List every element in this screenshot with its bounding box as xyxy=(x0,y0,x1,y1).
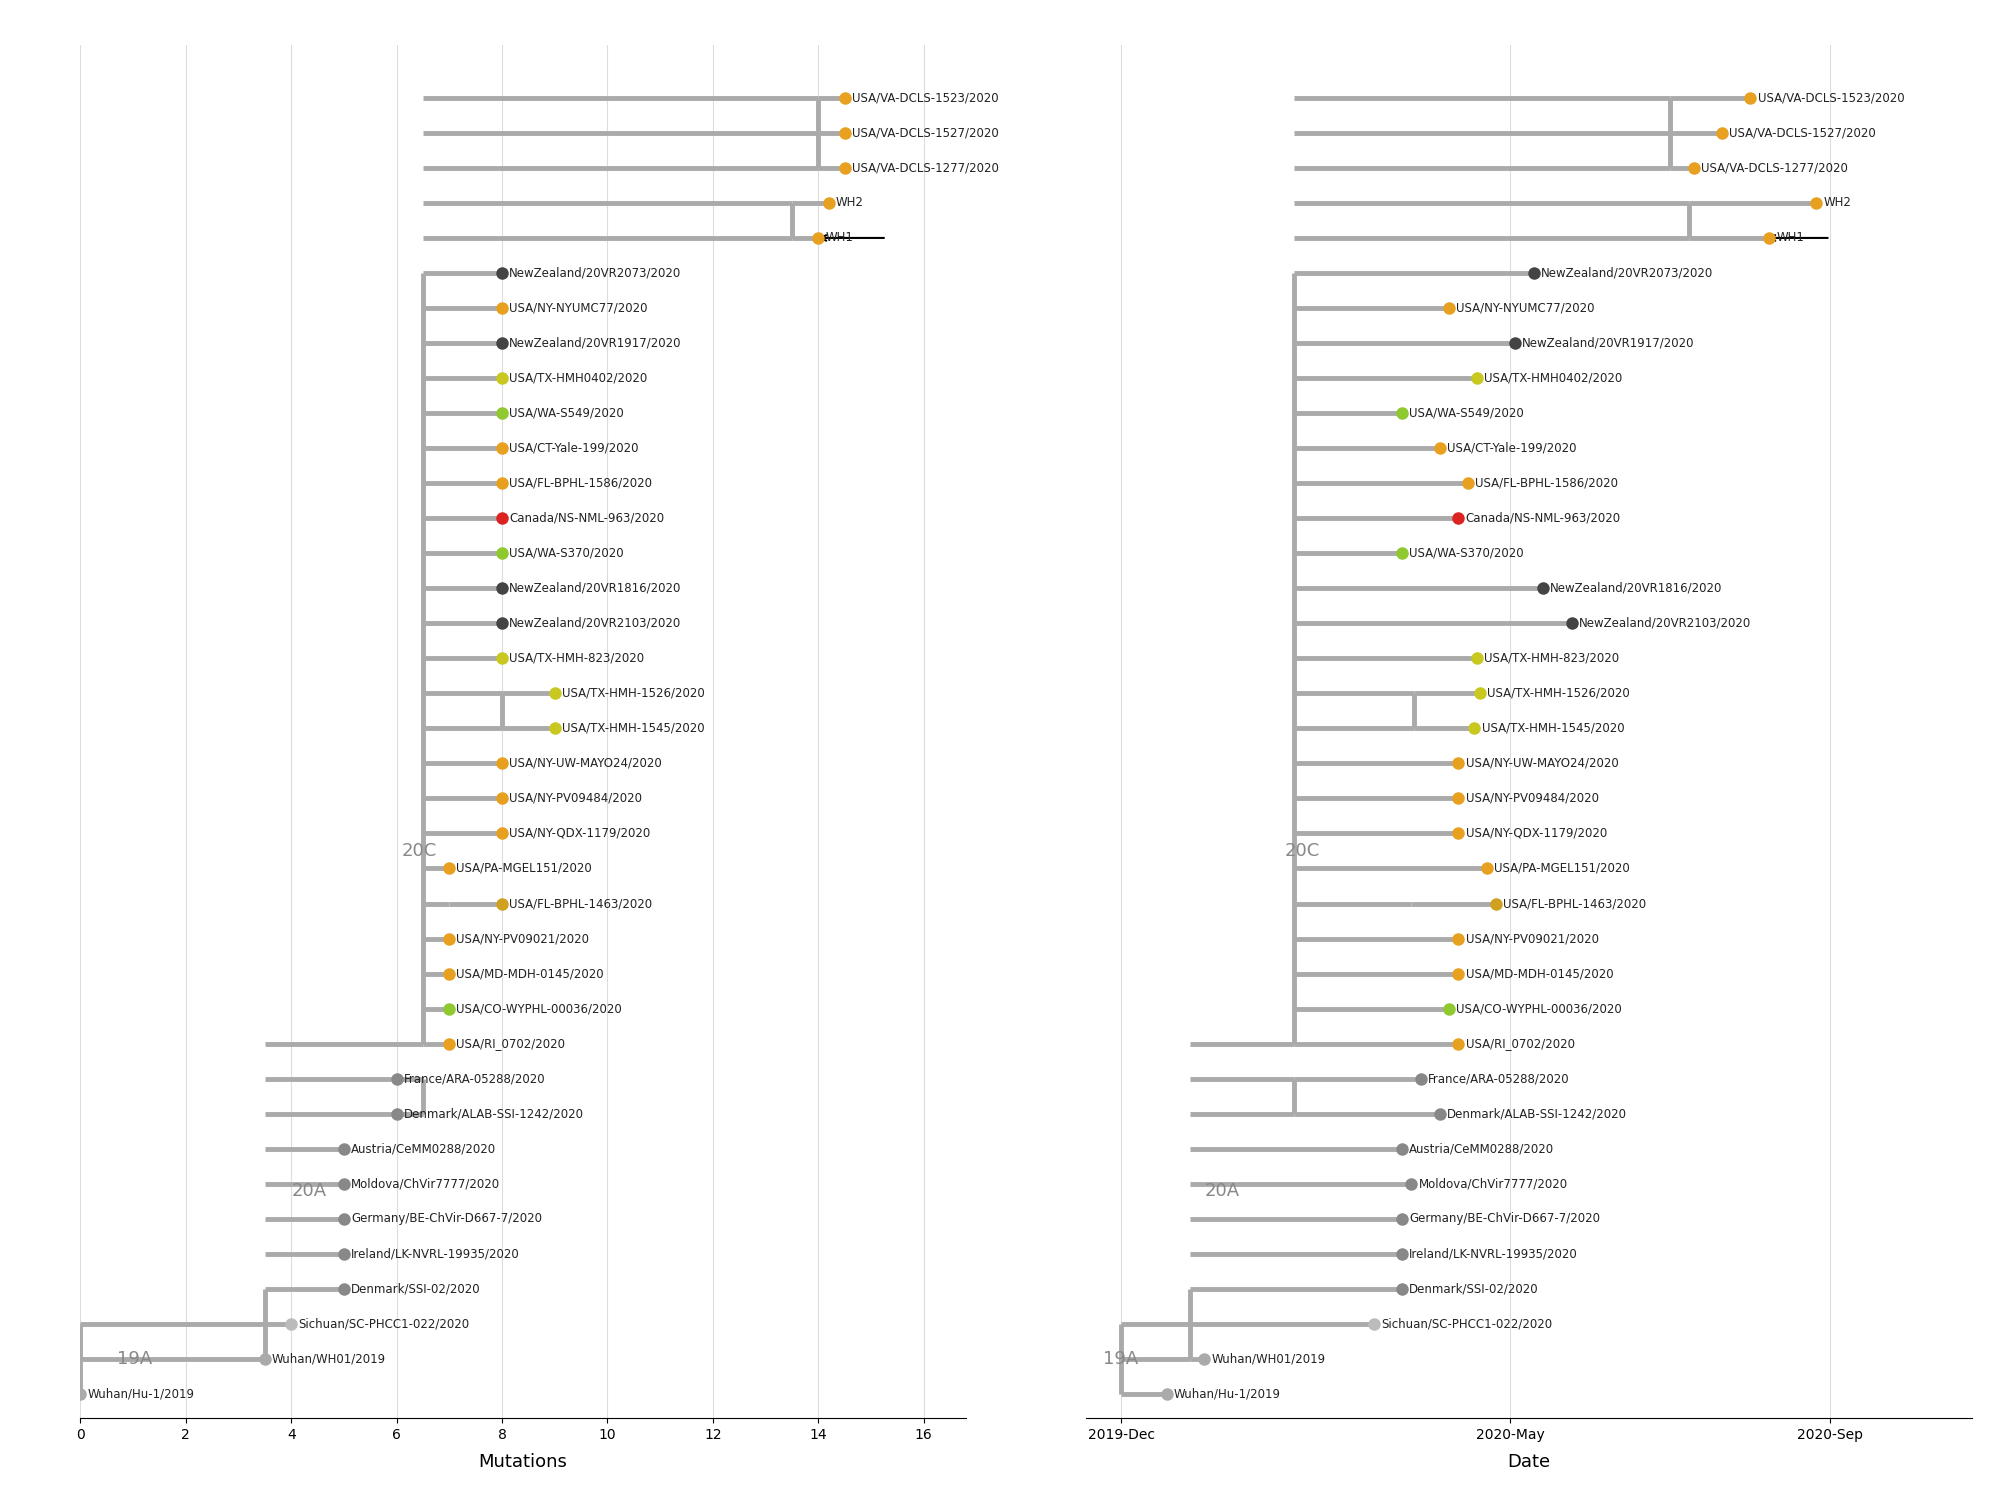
Text: Sichuan/SC-PHCC1-022/2020: Sichuan/SC-PHCC1-022/2020 xyxy=(298,1317,469,1331)
Text: Germany/BE-ChVir-D667-7/2020: Germany/BE-ChVir-D667-7/2020 xyxy=(350,1212,541,1225)
Text: USA/PA-MGEL151/2020: USA/PA-MGEL151/2020 xyxy=(457,862,592,875)
Text: Wuhan/WH01/2019: Wuhan/WH01/2019 xyxy=(1211,1352,1326,1366)
Text: 20C: 20C xyxy=(402,842,437,860)
Text: USA/WA-S549/2020: USA/WA-S549/2020 xyxy=(1408,406,1523,420)
Text: USA/MD-MDH-0145/2020: USA/MD-MDH-0145/2020 xyxy=(457,967,604,979)
X-axis label: Mutations: Mutations xyxy=(479,1453,567,1471)
Text: NewZealand/20VR1917/2020: NewZealand/20VR1917/2020 xyxy=(1521,337,1694,350)
Text: USA/NY-NYUMC77/2020: USA/NY-NYUMC77/2020 xyxy=(509,302,648,314)
Text: USA/FL-BPHL-1463/2020: USA/FL-BPHL-1463/2020 xyxy=(1503,896,1646,910)
Text: Denmark/SSI-02/2020: Denmark/SSI-02/2020 xyxy=(350,1283,481,1295)
Text: USA/NY-PV09021/2020: USA/NY-PV09021/2020 xyxy=(457,933,590,945)
Text: WH1: WH1 xyxy=(825,231,853,244)
Text: WH1: WH1 xyxy=(1777,231,1805,244)
Text: USA/WA-S370/2020: USA/WA-S370/2020 xyxy=(1408,546,1523,560)
Text: France/ARA-05288/2020: France/ARA-05288/2020 xyxy=(404,1073,545,1085)
Text: Sichuan/SC-PHCC1-022/2020: Sichuan/SC-PHCC1-022/2020 xyxy=(1380,1317,1551,1331)
Text: NewZealand/20VR1816/2020: NewZealand/20VR1816/2020 xyxy=(1551,582,1722,595)
Text: Austria/CeMM0288/2020: Austria/CeMM0288/2020 xyxy=(1408,1142,1553,1156)
Text: USA/TX-HMH0402/2020: USA/TX-HMH0402/2020 xyxy=(509,371,648,385)
Text: Wuhan/Hu-1/2019: Wuhan/Hu-1/2019 xyxy=(89,1387,195,1400)
Text: USA/RI_0702/2020: USA/RI_0702/2020 xyxy=(1465,1037,1575,1050)
Text: USA/CT-Yale-199/2020: USA/CT-Yale-199/2020 xyxy=(509,442,638,454)
Text: USA/CT-Yale-199/2020: USA/CT-Yale-199/2020 xyxy=(1447,442,1575,454)
Text: Denmark/ALAB-SSI-1242/2020: Denmark/ALAB-SSI-1242/2020 xyxy=(1447,1108,1628,1120)
Text: USA/MD-MDH-0145/2020: USA/MD-MDH-0145/2020 xyxy=(1465,967,1614,979)
Text: USA/NY-PV09484/2020: USA/NY-PV09484/2020 xyxy=(509,792,642,804)
Text: USA/TX-HMH0402/2020: USA/TX-HMH0402/2020 xyxy=(1485,371,1622,385)
Text: USA/TX-HMH-1545/2020: USA/TX-HMH-1545/2020 xyxy=(561,721,704,735)
Text: USA/VA-DCLS-1523/2020: USA/VA-DCLS-1523/2020 xyxy=(1758,92,1903,104)
Text: WH2: WH2 xyxy=(1823,196,1851,210)
Text: Austria/CeMM0288/2020: Austria/CeMM0288/2020 xyxy=(350,1142,497,1156)
Text: USA/FL-BPHL-1463/2020: USA/FL-BPHL-1463/2020 xyxy=(509,896,652,910)
Text: USA/RI_0702/2020: USA/RI_0702/2020 xyxy=(457,1037,565,1050)
Text: NewZealand/20VR2103/2020: NewZealand/20VR2103/2020 xyxy=(509,617,682,629)
Text: USA/TX-HMH-1526/2020: USA/TX-HMH-1526/2020 xyxy=(1487,687,1630,700)
Text: USA/NY-PV09021/2020: USA/NY-PV09021/2020 xyxy=(1465,933,1600,945)
Text: Ireland/LK-NVRL-19935/2020: Ireland/LK-NVRL-19935/2020 xyxy=(350,1248,519,1260)
Text: Moldova/ChVir7777/2020: Moldova/ChVir7777/2020 xyxy=(350,1177,501,1191)
Text: 19A: 19A xyxy=(1103,1351,1139,1367)
Text: USA/NY-NYUMC77/2020: USA/NY-NYUMC77/2020 xyxy=(1457,302,1596,314)
Text: Germany/BE-ChVir-D667-7/2020: Germany/BE-ChVir-D667-7/2020 xyxy=(1408,1212,1600,1225)
Text: USA/WA-S549/2020: USA/WA-S549/2020 xyxy=(509,406,624,420)
Text: USA/VA-DCLS-1527/2020: USA/VA-DCLS-1527/2020 xyxy=(1728,127,1875,139)
Text: USA/TX-HMH-823/2020: USA/TX-HMH-823/2020 xyxy=(509,652,644,665)
Text: WH2: WH2 xyxy=(835,196,863,210)
Text: NewZealand/20VR2073/2020: NewZealand/20VR2073/2020 xyxy=(509,267,682,279)
X-axis label: Date: Date xyxy=(1507,1453,1551,1471)
Text: Canada/NS-NML-963/2020: Canada/NS-NML-963/2020 xyxy=(509,512,664,525)
Text: USA/TX-HMH-1526/2020: USA/TX-HMH-1526/2020 xyxy=(561,687,704,700)
Text: USA/NY-PV09484/2020: USA/NY-PV09484/2020 xyxy=(1465,792,1600,804)
Text: USA/TX-HMH-823/2020: USA/TX-HMH-823/2020 xyxy=(1485,652,1620,665)
Text: USA/VA-DCLS-1527/2020: USA/VA-DCLS-1527/2020 xyxy=(851,127,998,139)
Text: USA/NY-UW-MAYO24/2020: USA/NY-UW-MAYO24/2020 xyxy=(509,758,662,770)
Text: Moldova/ChVir7777/2020: Moldova/ChVir7777/2020 xyxy=(1418,1177,1567,1191)
Text: Wuhan/Hu-1/2019: Wuhan/Hu-1/2019 xyxy=(1173,1387,1280,1400)
Text: NewZealand/20VR2103/2020: NewZealand/20VR2103/2020 xyxy=(1579,617,1750,629)
Text: USA/TX-HMH-1545/2020: USA/TX-HMH-1545/2020 xyxy=(1481,721,1624,735)
Text: 20C: 20C xyxy=(1284,842,1320,860)
Text: Ireland/LK-NVRL-19935/2020: Ireland/LK-NVRL-19935/2020 xyxy=(1408,1248,1577,1260)
Text: NewZealand/20VR1917/2020: NewZealand/20VR1917/2020 xyxy=(509,337,682,350)
Text: France/ARA-05288/2020: France/ARA-05288/2020 xyxy=(1429,1073,1569,1085)
Text: USA/PA-MGEL151/2020: USA/PA-MGEL151/2020 xyxy=(1493,862,1630,875)
Text: USA/FL-BPHL-1586/2020: USA/FL-BPHL-1586/2020 xyxy=(509,477,652,489)
Text: USA/CO-WYPHL-00036/2020: USA/CO-WYPHL-00036/2020 xyxy=(457,1002,622,1016)
Text: USA/NY-UW-MAYO24/2020: USA/NY-UW-MAYO24/2020 xyxy=(1465,758,1618,770)
Text: 19A: 19A xyxy=(117,1351,153,1367)
Text: USA/VA-DCLS-1523/2020: USA/VA-DCLS-1523/2020 xyxy=(851,92,998,104)
Text: NewZealand/20VR2073/2020: NewZealand/20VR2073/2020 xyxy=(1541,267,1712,279)
Text: Canada/NS-NML-963/2020: Canada/NS-NML-963/2020 xyxy=(1465,512,1622,525)
Text: Denmark/SSI-02/2020: Denmark/SSI-02/2020 xyxy=(1408,1283,1539,1295)
Text: USA/VA-DCLS-1277/2020: USA/VA-DCLS-1277/2020 xyxy=(851,161,998,175)
Text: Wuhan/WH01/2019: Wuhan/WH01/2019 xyxy=(272,1352,386,1366)
Text: USA/FL-BPHL-1586/2020: USA/FL-BPHL-1586/2020 xyxy=(1475,477,1618,489)
Text: NewZealand/20VR1816/2020: NewZealand/20VR1816/2020 xyxy=(509,582,682,595)
Text: USA/WA-S370/2020: USA/WA-S370/2020 xyxy=(509,546,624,560)
Text: USA/CO-WYPHL-00036/2020: USA/CO-WYPHL-00036/2020 xyxy=(1457,1002,1622,1016)
Text: USA/VA-DCLS-1277/2020: USA/VA-DCLS-1277/2020 xyxy=(1700,161,1847,175)
Text: USA/NY-QDX-1179/2020: USA/NY-QDX-1179/2020 xyxy=(509,827,650,841)
Text: Denmark/ALAB-SSI-1242/2020: Denmark/ALAB-SSI-1242/2020 xyxy=(404,1108,583,1120)
Text: 20A: 20A xyxy=(292,1182,326,1200)
Text: USA/NY-QDX-1179/2020: USA/NY-QDX-1179/2020 xyxy=(1465,827,1608,841)
Text: 20A: 20A xyxy=(1205,1182,1239,1200)
